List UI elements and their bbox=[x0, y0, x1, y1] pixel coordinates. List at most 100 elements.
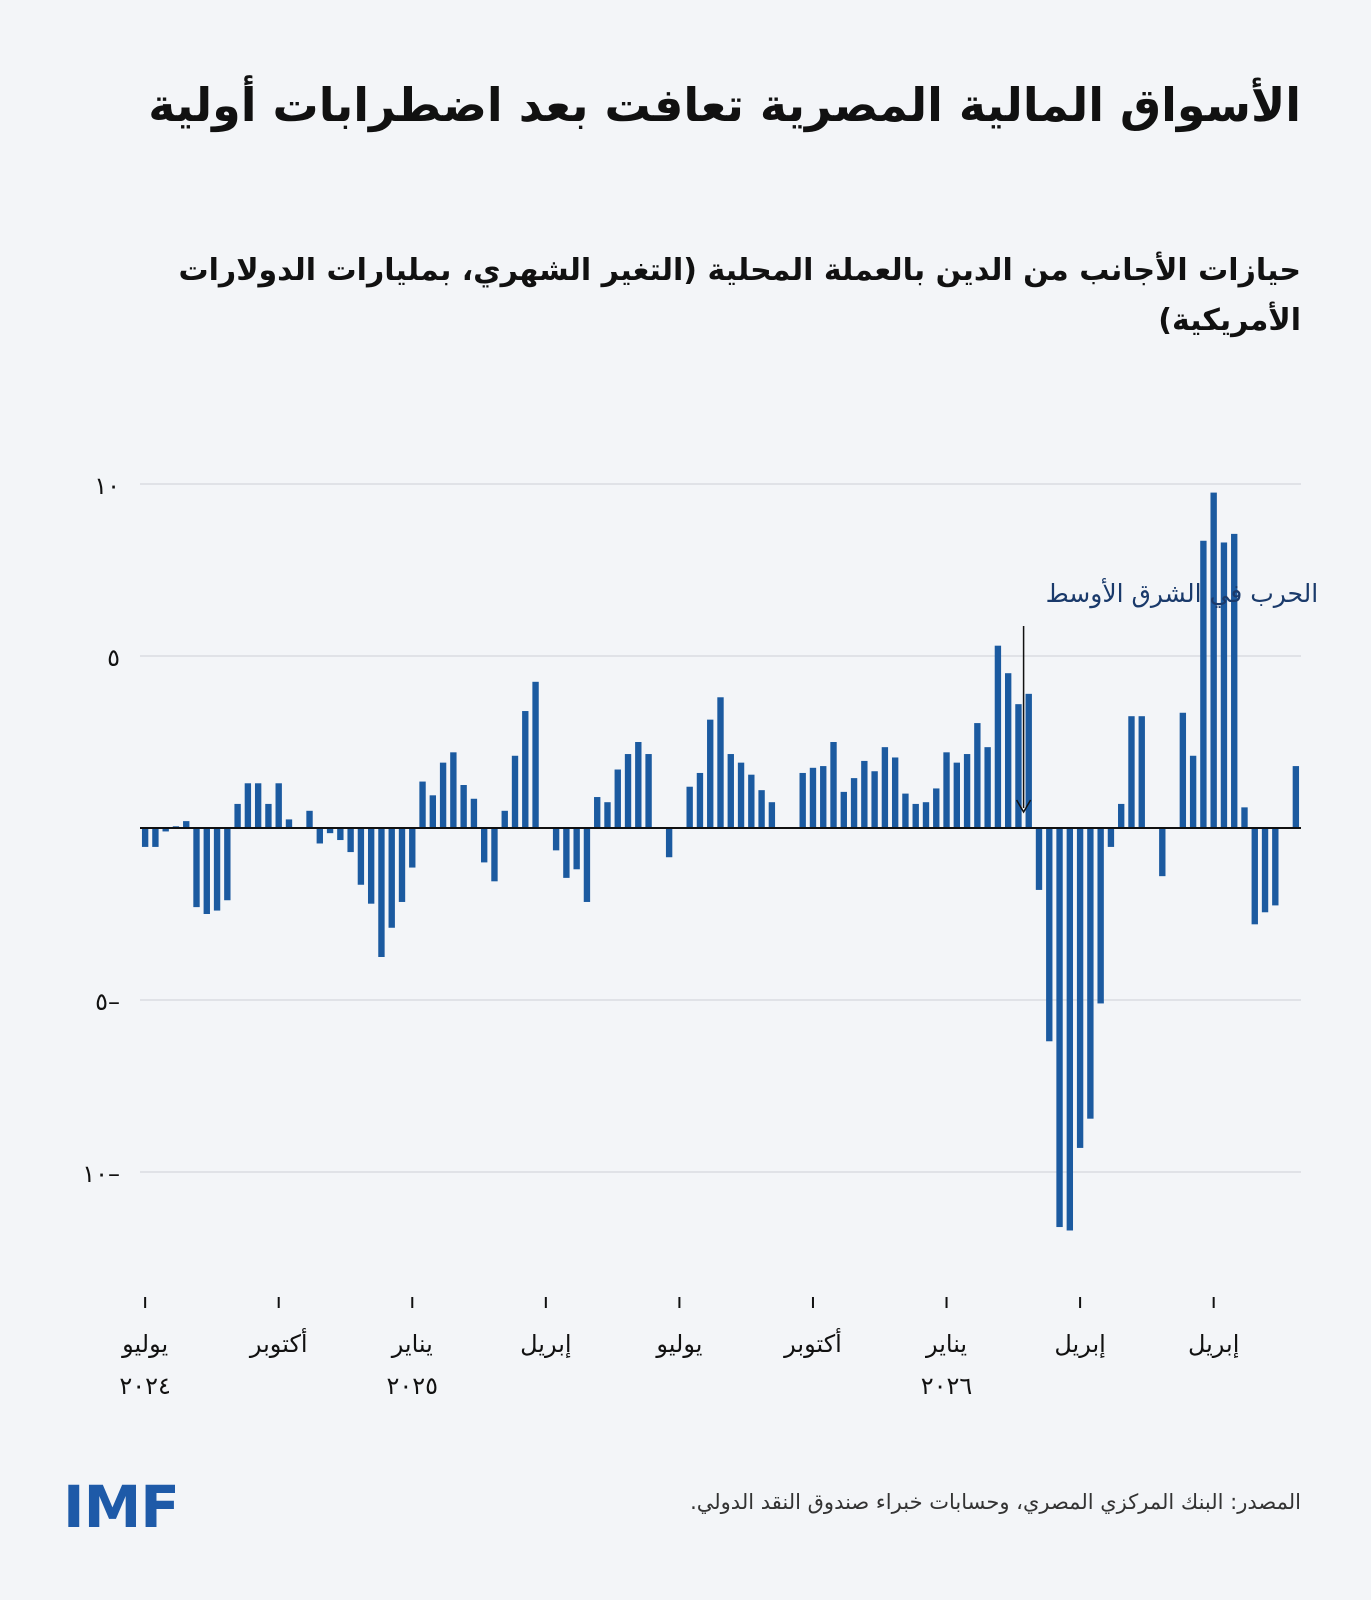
x-tick-label: يناير bbox=[391, 1330, 433, 1358]
bar bbox=[1118, 803, 1125, 828]
bar bbox=[861, 760, 868, 828]
bar-chart: ١٠ ٥ ٥– ١٠– يوليو ٢٠٢٤ أكتوبر يناير ٢٠٢٥ إبريل يول… bbox=[82, 472, 1319, 1400]
x-tick-label: إبريل bbox=[1188, 1330, 1239, 1359]
bar bbox=[799, 772, 806, 828]
bar bbox=[378, 828, 385, 957]
bar bbox=[830, 742, 837, 828]
bar bbox=[963, 754, 971, 828]
source-note: المصدر: البنك المركزي المصري، وحسابات خب… bbox=[690, 1490, 1301, 1514]
bar bbox=[1107, 828, 1115, 847]
bar bbox=[213, 828, 221, 911]
bar bbox=[511, 755, 519, 828]
chart-subtitle: حيازات الأجانب من الدين بالعملة المحلية … bbox=[178, 253, 1302, 338]
bar bbox=[1128, 716, 1135, 828]
bar bbox=[1097, 828, 1104, 1004]
y-tick-label: ٥ bbox=[107, 644, 120, 672]
bar bbox=[460, 785, 467, 828]
bar bbox=[254, 783, 262, 828]
bar bbox=[183, 821, 190, 828]
bar bbox=[1025, 693, 1032, 828]
bar bbox=[367, 828, 375, 904]
bar bbox=[388, 828, 395, 928]
y-tick-label: ١٠ bbox=[94, 472, 120, 500]
bar bbox=[244, 783, 252, 828]
bar bbox=[357, 828, 365, 885]
bar bbox=[840, 791, 847, 828]
bar bbox=[337, 828, 344, 841]
imf-logo: IMF bbox=[63, 1473, 180, 1541]
bar bbox=[1138, 716, 1145, 828]
bar bbox=[162, 828, 169, 832]
bar bbox=[193, 828, 200, 908]
bar bbox=[881, 747, 889, 828]
x-tick-label: إبريل bbox=[1054, 1330, 1105, 1359]
bar bbox=[326, 828, 334, 834]
y-tick-label: ٥– bbox=[95, 988, 120, 1016]
bar bbox=[491, 828, 498, 882]
bar bbox=[1292, 766, 1300, 828]
bar bbox=[265, 803, 272, 828]
bar bbox=[583, 828, 591, 902]
bar bbox=[614, 769, 621, 828]
bar bbox=[152, 828, 159, 847]
bar bbox=[624, 754, 632, 828]
bar bbox=[316, 828, 323, 844]
bar bbox=[737, 762, 745, 828]
bar bbox=[532, 681, 539, 828]
bar bbox=[594, 797, 601, 828]
bar bbox=[1200, 540, 1207, 828]
bar bbox=[953, 762, 960, 828]
bar bbox=[727, 754, 734, 828]
x-tick-label: يوليو bbox=[121, 1330, 168, 1358]
bar bbox=[902, 793, 909, 828]
bar bbox=[686, 786, 693, 828]
bar bbox=[635, 742, 642, 828]
bar bbox=[285, 819, 293, 828]
bar bbox=[665, 828, 673, 858]
bar bbox=[748, 774, 755, 828]
bar bbox=[820, 766, 827, 828]
bar bbox=[933, 788, 940, 828]
bar bbox=[1210, 492, 1217, 828]
bar bbox=[429, 795, 437, 828]
bar bbox=[645, 754, 652, 828]
bar bbox=[439, 762, 447, 828]
bar bbox=[275, 783, 282, 828]
bar bbox=[501, 810, 508, 828]
bar bbox=[1046, 828, 1053, 1042]
bar bbox=[768, 802, 776, 828]
bar bbox=[1179, 712, 1187, 828]
bar bbox=[604, 802, 611, 828]
chart-title: الأسواق المالية المصرية تعافت بعد اضطراب… bbox=[148, 78, 1301, 132]
bar bbox=[224, 828, 231, 901]
bar bbox=[450, 752, 457, 828]
bar bbox=[1015, 704, 1022, 828]
bar bbox=[398, 828, 406, 902]
bar bbox=[984, 747, 991, 828]
x-tick-year-label: ٢٠٢٥ bbox=[386, 1372, 438, 1400]
bar bbox=[563, 828, 570, 878]
bar bbox=[696, 772, 704, 828]
x-tick-year-label: ٢٠٢٦ bbox=[921, 1372, 973, 1400]
bar bbox=[522, 711, 529, 828]
x-tick-label: يوليو bbox=[655, 1330, 702, 1358]
bar bbox=[470, 798, 478, 828]
bar bbox=[306, 810, 313, 828]
bar bbox=[912, 803, 919, 828]
bar bbox=[409, 828, 416, 868]
bar bbox=[707, 719, 714, 828]
bar bbox=[717, 697, 724, 828]
bar bbox=[1251, 828, 1258, 925]
bar bbox=[809, 767, 817, 828]
annotation-label: الحرب في الشرق الأوسط bbox=[1046, 577, 1319, 609]
bar bbox=[1272, 828, 1279, 906]
bar bbox=[1241, 807, 1248, 828]
bar bbox=[994, 645, 1002, 828]
bar bbox=[481, 828, 488, 863]
bar bbox=[552, 828, 560, 851]
bar bbox=[1220, 542, 1228, 828]
bar bbox=[203, 828, 210, 914]
x-tick-label: أكتوبر bbox=[783, 1328, 842, 1358]
bar bbox=[1159, 828, 1166, 877]
x-tick-label: يناير bbox=[925, 1330, 967, 1358]
